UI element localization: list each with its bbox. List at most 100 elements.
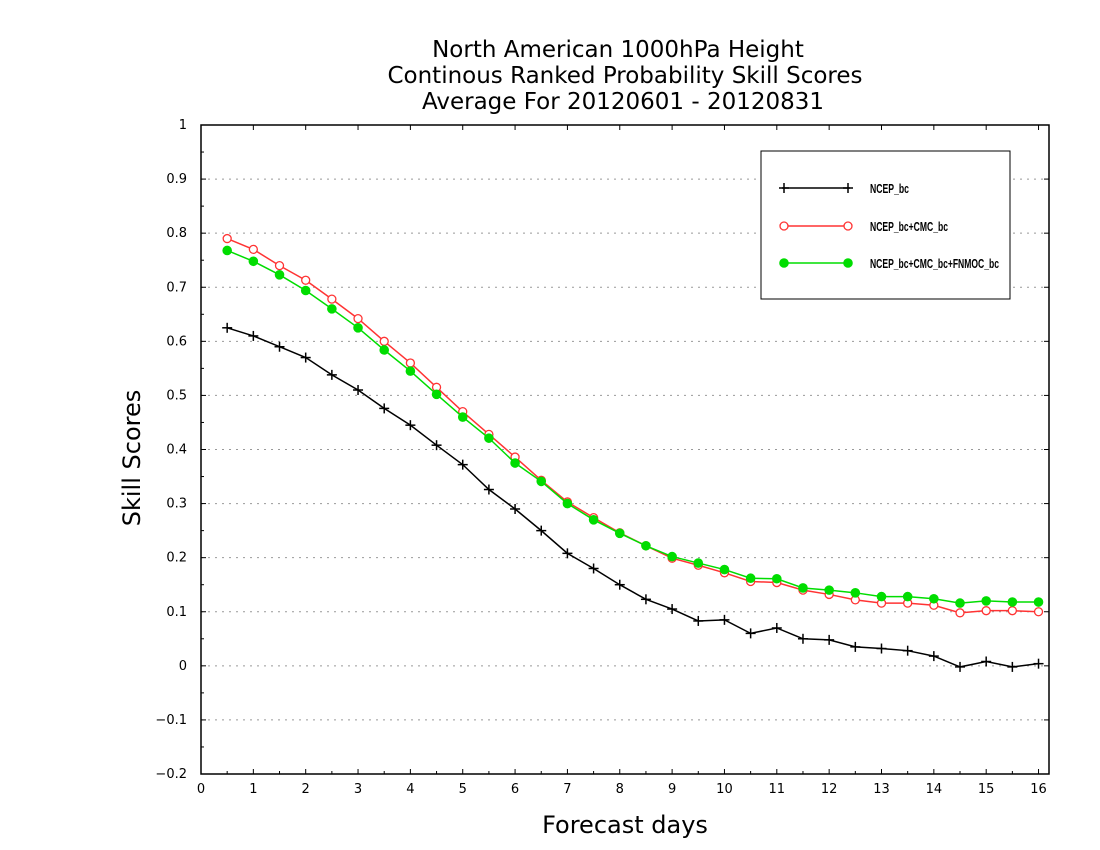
series-3-point <box>431 389 442 400</box>
x-tick-label: 12 <box>821 782 838 797</box>
series-1-point <box>274 341 285 352</box>
y-tick-label: 0.8 <box>166 226 187 241</box>
series-1-point <box>850 641 861 652</box>
chart-title-line-1: North American 1000hPa Height <box>432 37 804 63</box>
x-tick-label: 3 <box>354 782 362 797</box>
y-tick-label: −0.2 <box>155 767 187 782</box>
y-tick-label: 0.3 <box>166 497 187 512</box>
x-tick-label: 4 <box>406 782 414 797</box>
series-3-point <box>1007 597 1018 607</box>
series-3-point <box>484 433 494 443</box>
series-2-point <box>301 275 311 285</box>
series-1 <box>222 322 1044 672</box>
series-1-point <box>614 579 625 590</box>
series-1-point <box>326 369 337 380</box>
series-3-line <box>226 249 1039 604</box>
series-1-point <box>248 330 259 341</box>
series-1-point <box>719 614 730 625</box>
series-3-point <box>379 345 390 355</box>
series-3-point <box>745 573 756 584</box>
y-axis-ticks: −0.2 −0.1 0 0.1 0.2 0.3 0.4 0.5 0.6 0.7 0.8 0.9 1 <box>155 118 1049 782</box>
y-tick-label: −0.1 <box>155 713 187 728</box>
series-1-point <box>693 615 704 626</box>
y-tick-label: 0.7 <box>166 280 187 295</box>
x-tick-label: 13 <box>873 782 890 797</box>
legend-item-3-right-point <box>843 258 853 268</box>
series-3-point <box>588 515 599 525</box>
chart-title-line-3: Average For 20120601 - 20120831 <box>422 89 824 115</box>
series-1-point <box>928 651 939 662</box>
series-1-point <box>379 403 390 414</box>
series-1-point <box>1007 661 1018 672</box>
x-tick-label: 8 <box>616 782 624 797</box>
legend-box <box>760 150 1011 300</box>
series-2-point <box>1033 607 1044 617</box>
legend-item-1-label: NCEP_bc <box>870 181 909 196</box>
series-3-point <box>798 583 808 593</box>
series-2-point <box>981 606 991 616</box>
series-3-point <box>536 476 547 487</box>
x-tick-label: 10 <box>716 782 733 797</box>
series-2-point <box>1007 606 1018 616</box>
series-1-point <box>771 622 782 633</box>
series-3-point <box>772 573 782 584</box>
series-1-point <box>745 628 756 639</box>
legend-item-2: NCEP_bc+CMC_bc <box>779 219 948 234</box>
series-2-point <box>955 608 965 618</box>
legend-item-1-left-point <box>779 183 789 193</box>
series-3-point <box>667 551 677 562</box>
x-tick-label: 1 <box>249 782 257 797</box>
x-axis-label: Forecast days <box>542 811 708 839</box>
legend-item-2-left-point <box>779 221 789 231</box>
y-tick-label: 0.2 <box>166 551 187 566</box>
series-2-point <box>327 294 337 304</box>
series-3-point <box>562 498 573 509</box>
series-3-point <box>850 588 861 598</box>
series-1-point <box>431 440 442 451</box>
series-3-point <box>222 245 232 256</box>
series-3-point <box>248 256 259 267</box>
series-2-point <box>222 233 232 244</box>
legend-item-1-right-point <box>843 183 853 193</box>
series-3-point <box>300 285 311 296</box>
series-3-point <box>1033 597 1044 607</box>
series-1-point <box>562 548 573 559</box>
series-1-point <box>981 656 992 667</box>
legend-item-3-label: NCEP_bc+CMC_bc+FNMOC_bc <box>870 256 999 271</box>
legend-item-3-left-point <box>779 258 789 268</box>
legend-item-2-label: NCEP_bc+CMC_bc <box>870 219 948 234</box>
y-tick-label: 0 <box>179 659 187 674</box>
legend-item-3: NCEP_bc+CMC_bc+FNMOC_bc <box>779 256 999 271</box>
series-3-point <box>405 366 416 376</box>
series-1-point <box>667 604 678 615</box>
series-2-point <box>379 336 389 346</box>
series-1-point <box>902 645 913 656</box>
x-tick-label: 9 <box>668 782 676 797</box>
series-1-point <box>510 503 521 514</box>
series-2-point <box>405 358 416 368</box>
series-3-point <box>274 270 285 280</box>
y-tick-label: 0.1 <box>166 605 187 620</box>
x-tick-label: 6 <box>511 782 519 797</box>
series-1-point <box>483 484 494 495</box>
x-tick-label: 15 <box>978 782 995 797</box>
series-2-point <box>274 260 285 271</box>
legend-item-1: NCEP_bc <box>779 181 909 196</box>
x-tick-label: 5 <box>459 782 467 797</box>
x-tick-label: 0 <box>197 782 205 797</box>
chart-title-line-2: Continous Ranked Probability Skill Score… <box>387 63 862 89</box>
series-1-point <box>955 661 966 672</box>
x-tick-label: 7 <box>563 782 571 797</box>
series-3-point <box>510 458 520 468</box>
series-1-point <box>797 633 808 644</box>
series-3-point <box>981 596 991 606</box>
series-3-point <box>614 528 625 539</box>
series-3-point <box>824 585 834 595</box>
chart-title: North American 1000hPa Height Continous … <box>387 37 862 115</box>
x-tick-label: 11 <box>769 782 786 797</box>
series-1-point <box>405 420 416 431</box>
series-2-point <box>248 244 258 255</box>
legend-item-2-right-point <box>843 221 853 231</box>
y-tick-label: 0.6 <box>166 334 187 349</box>
